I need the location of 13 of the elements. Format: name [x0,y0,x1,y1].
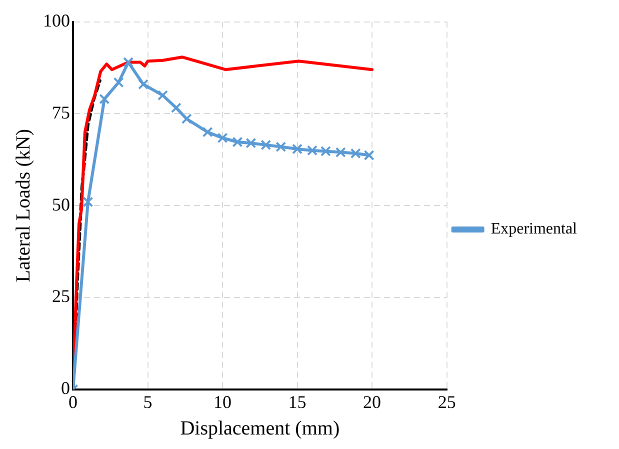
legend-label: Experimental [490,220,578,238]
y-tick-label: 75 [52,102,70,122]
x-tick-label: 20 [363,392,382,412]
x-tick-label: 25 [438,392,456,412]
y-tick-label: 0 [61,378,70,398]
x-tick-label: 5 [143,392,152,412]
y-tick-label: 25 [52,286,70,306]
y-axis-title: Lateral Loads (kN) [12,128,34,282]
y-tick-label: 100 [43,10,70,31]
x-axis-title: Displacement (mm) [180,417,340,440]
y-tick-label: 50 [52,194,70,214]
x-tick-label: 10 [214,392,232,412]
x-tick-label: 15 [288,392,306,412]
